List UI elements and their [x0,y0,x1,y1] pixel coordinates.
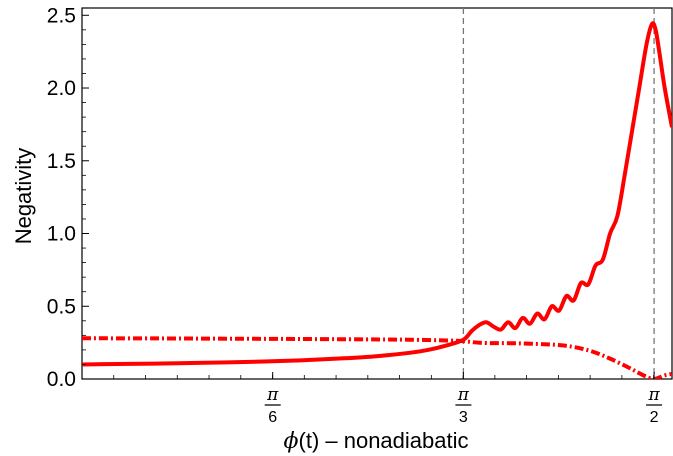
y-tick-label: 1.5 [47,150,76,173]
x-tick-label-numerator: π [457,385,470,405]
series-line-solid [82,21,672,367]
x-tick-label-numerator: π [647,385,660,405]
y-axis-title: Negativity [11,148,36,245]
y-tick-label: 2.0 [47,77,76,100]
x-tick-label-denominator: 3 [459,409,468,426]
x-axis-title-symbol: ϕ [284,429,299,454]
x-axis: π 6 π 3 π 2 [113,372,663,426]
plot-frame [81,7,673,380]
x-axis-title: ϕ(t) – nonadiabatic [284,428,469,454]
x-tick-label-denominator: 2 [650,409,659,426]
y-tick-label: 0.0 [47,368,76,391]
y-tick-label: 2.5 [47,4,76,27]
y-tick-label: 0.5 [47,295,76,318]
plot-area [81,7,673,380]
series-layer [82,21,672,379]
x-tick-label-denominator: 6 [268,409,277,426]
reference-lines [462,8,655,379]
y-axis: 0.0 0.5 1.0 1.5 2.0 2.5 [47,4,89,391]
series-line-dash-dot [82,336,672,379]
x-axis-title-text: (t) – nonadiabatic [299,428,469,453]
x-tick-label-numerator: π [266,385,279,405]
y-tick-label: 1.0 [47,223,76,246]
